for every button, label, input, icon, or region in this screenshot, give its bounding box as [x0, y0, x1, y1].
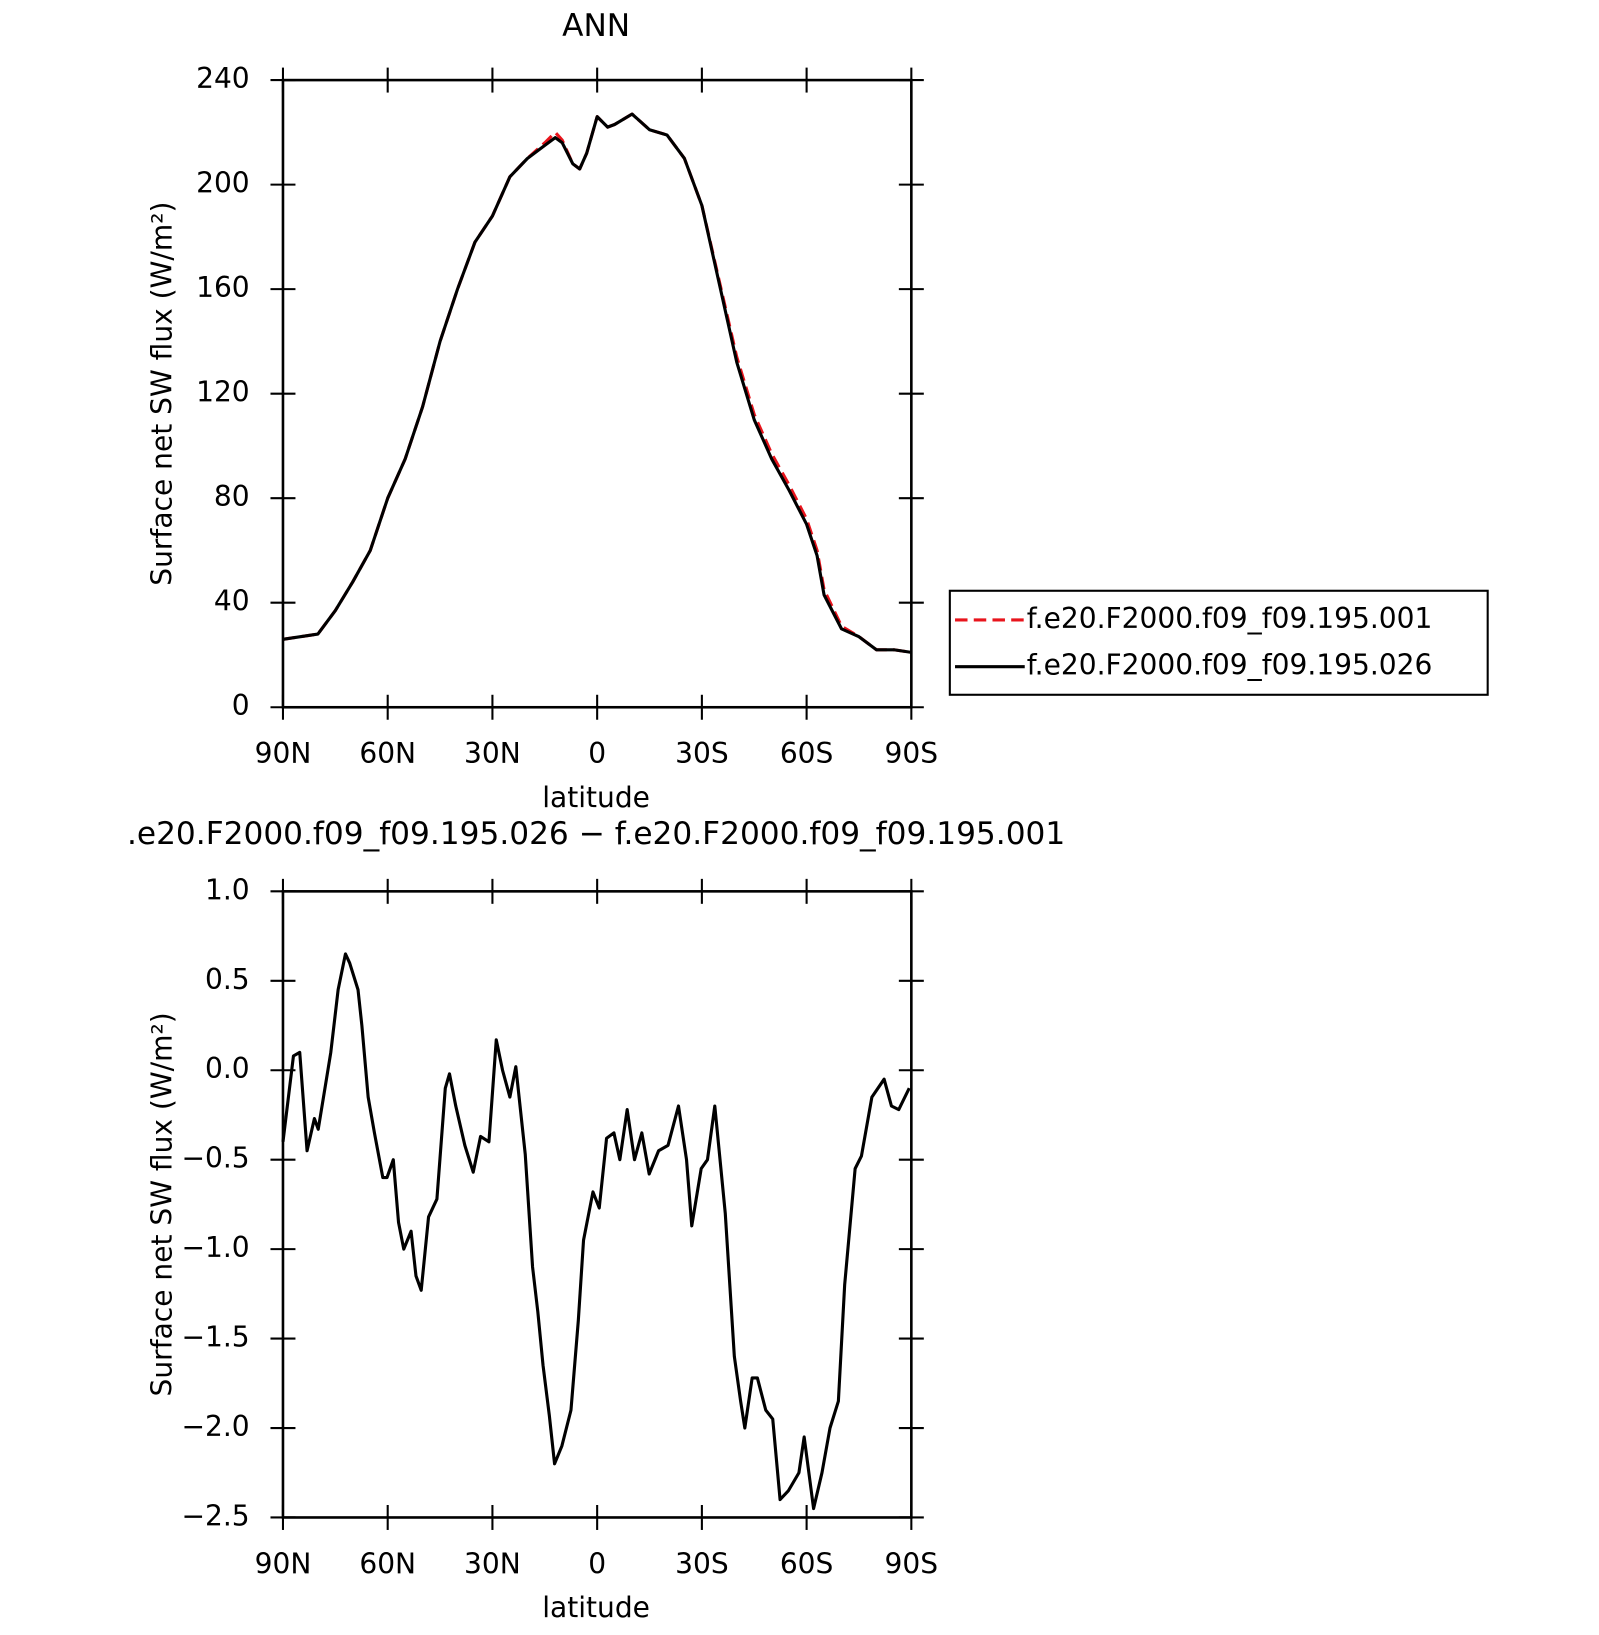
x-tick-label: 30N	[464, 1547, 521, 1580]
x-tick-label: 30N	[464, 737, 521, 770]
plot-frame	[281, 78, 913, 709]
data-line	[282, 112, 912, 654]
y-tick-label: 160	[196, 271, 250, 304]
y-tick-label: 240	[196, 62, 250, 95]
y-axis-label: Surface net SW flux (W/m²)	[145, 1012, 178, 1396]
x-tick-label: 60N	[359, 737, 416, 770]
y-tick-label: 0.0	[205, 1052, 250, 1085]
y-tick-label: −1.0	[181, 1231, 249, 1264]
x-tick-label: 60N	[359, 1547, 416, 1580]
x-tick-label: 0	[588, 1547, 606, 1580]
legend-label: f.e20.F2000.f09_f09.195.026	[1027, 649, 1433, 682]
x-tick-label: 60S	[780, 737, 834, 770]
y-tick-label: 120	[196, 376, 250, 409]
data-line	[281, 952, 911, 1511]
y-tick-label: 0.5	[205, 963, 250, 996]
y-axis-label: Surface net SW flux (W/m²)	[145, 202, 178, 586]
x-tick-label: 90S	[885, 1547, 939, 1580]
x-tick-label: 90N	[255, 737, 312, 770]
data-line	[282, 112, 912, 654]
y-tick-label: −2.5	[181, 1499, 249, 1532]
y-tick-label: 200	[196, 167, 250, 200]
y-tick-label: −1.5	[181, 1321, 249, 1354]
chart-title: ANN	[562, 8, 630, 44]
x-tick-label: 30S	[675, 1547, 729, 1580]
legend-label: f.e20.F2000.f09_f09.195.001	[1027, 602, 1433, 635]
y-tick-label: 0	[232, 689, 250, 722]
x-tick-label: 30S	[675, 737, 729, 770]
y-tick-label: −0.5	[181, 1142, 249, 1175]
y-tick-label: 1.0	[205, 873, 250, 906]
x-tick-label: 90N	[255, 1547, 312, 1580]
y-tick-label: 80	[214, 480, 250, 513]
y-tick-label: −2.0	[181, 1410, 249, 1443]
x-axis-label: latitude	[542, 781, 650, 814]
x-axis-label: latitude	[542, 1591, 650, 1624]
legend-box	[948, 589, 1489, 696]
y-tick-label: 40	[214, 585, 250, 618]
x-tick-label: 60S	[780, 1547, 834, 1580]
x-tick-label: 90S	[885, 737, 939, 770]
chart-title: .e20.F2000.f09_f09.195.026 − f.e20.F2000…	[127, 816, 1065, 852]
x-tick-label: 0	[588, 737, 606, 770]
plot-frame	[281, 890, 913, 1519]
